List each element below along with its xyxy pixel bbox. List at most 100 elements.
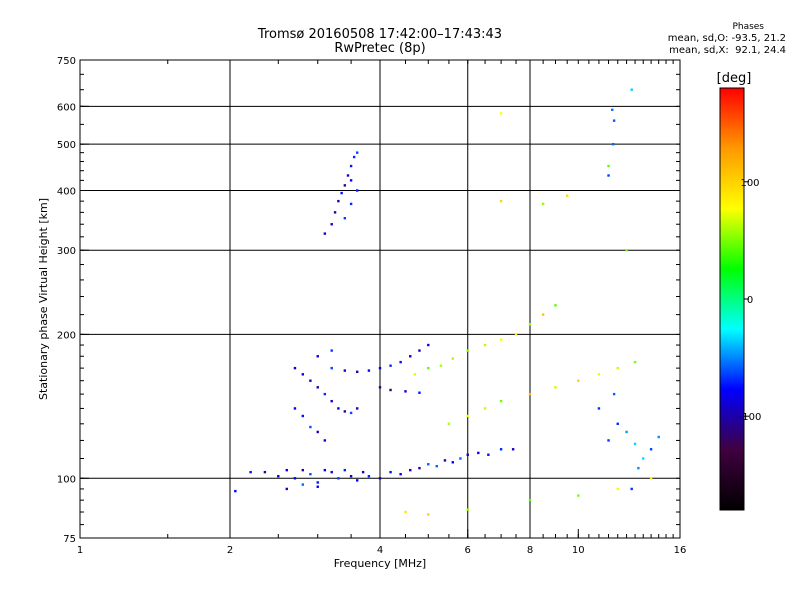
o-mode-phase-stats: mean, sd,O: -93.5, 21.2: [667, 33, 786, 44]
data-point: [323, 232, 327, 235]
data-point: [293, 366, 297, 370]
data-point: [499, 448, 503, 451]
data-point: [337, 407, 340, 410]
data-point: [285, 487, 288, 491]
data-point: [439, 364, 443, 367]
data-point: [337, 477, 340, 480]
data-point: [427, 513, 430, 516]
data-point: [367, 475, 371, 478]
x-tick-label: 10: [572, 545, 585, 556]
data-point: [343, 369, 347, 372]
data-point: [499, 112, 503, 115]
data-point: [343, 468, 347, 472]
data-point: [323, 439, 327, 442]
data-point: [577, 494, 580, 497]
data-point: [427, 366, 430, 370]
data-point: [625, 430, 628, 434]
x-tick-label: 16: [674, 545, 687, 556]
data-point: [612, 392, 616, 396]
data-point: [309, 472, 312, 476]
data-point: [349, 411, 353, 415]
data-point: [352, 155, 356, 159]
data-point: [293, 407, 297, 410]
data-point: [323, 468, 327, 472]
data-point: [451, 461, 455, 464]
data-point: [649, 448, 653, 451]
data-point: [389, 364, 392, 367]
data-point: [330, 349, 333, 352]
data-point: [511, 448, 515, 451]
data-point: [316, 481, 319, 484]
data-point: [404, 390, 407, 393]
data-point: [514, 333, 518, 336]
data-point: [301, 468, 305, 472]
data-point: [301, 414, 305, 418]
colorbar-tick-label: -100: [739, 412, 762, 423]
data-point: [418, 391, 421, 394]
data-point: [443, 459, 447, 462]
data-point: [477, 451, 480, 455]
data-point: [565, 194, 569, 197]
data-point: [349, 202, 353, 206]
data-point: [285, 468, 288, 472]
data-point: [277, 475, 280, 478]
data-point: [597, 373, 601, 376]
data-point: [367, 369, 371, 372]
data-point: [378, 386, 382, 389]
phases-heading: Phases: [732, 22, 764, 32]
y-tick-label: 300: [57, 246, 76, 257]
data-point: [249, 470, 252, 474]
data-point: [528, 498, 532, 502]
data-points: [234, 88, 660, 516]
data-point: [389, 388, 392, 392]
data-point: [483, 343, 487, 347]
data-point: [616, 487, 619, 491]
data-point: [649, 477, 653, 480]
data-point: [541, 202, 545, 206]
data-point: [657, 435, 660, 439]
data-point: [611, 142, 615, 146]
x-axis-label: Frequency [MHz]: [334, 557, 426, 570]
data-point: [343, 410, 347, 413]
y-tick-label: 75: [63, 534, 76, 545]
data-point: [349, 179, 353, 182]
data-point: [630, 88, 633, 91]
data-point: [499, 338, 503, 341]
data-point: [466, 349, 469, 352]
y-tick-label: 600: [57, 102, 76, 113]
data-point: [427, 463, 430, 466]
data-point: [349, 475, 353, 478]
data-point: [625, 249, 628, 252]
data-point: [483, 407, 487, 410]
data-point: [340, 191, 343, 195]
data-point: [607, 164, 610, 168]
data-point: [577, 379, 580, 382]
data-point: [309, 379, 312, 382]
data-point: [330, 470, 333, 474]
data-point: [616, 366, 619, 370]
data-point: [355, 479, 359, 482]
y-tick-label: 100: [57, 474, 76, 485]
data-point: [263, 470, 267, 474]
data-point: [316, 430, 319, 434]
data-point: [349, 164, 353, 168]
data-point: [409, 468, 412, 472]
colorbar-tick-label: 0: [747, 295, 753, 306]
data-point: [234, 489, 237, 493]
x-tick-label: 4: [377, 545, 383, 556]
data-point: [316, 485, 319, 488]
data-point: [346, 174, 350, 177]
data-point: [528, 323, 532, 326]
colorbar-ticks: 100 0 -100: [739, 178, 762, 423]
data-point: [487, 453, 490, 456]
data-point: [466, 453, 469, 456]
x-tick-label: 8: [527, 545, 533, 556]
data-point: [427, 343, 430, 347]
y-tick-label: 500: [57, 140, 76, 151]
data-point: [499, 399, 503, 403]
y-tick-label: 200: [57, 330, 76, 341]
data-point: [301, 373, 305, 376]
data-point: [355, 407, 359, 410]
data-point: [333, 211, 337, 214]
